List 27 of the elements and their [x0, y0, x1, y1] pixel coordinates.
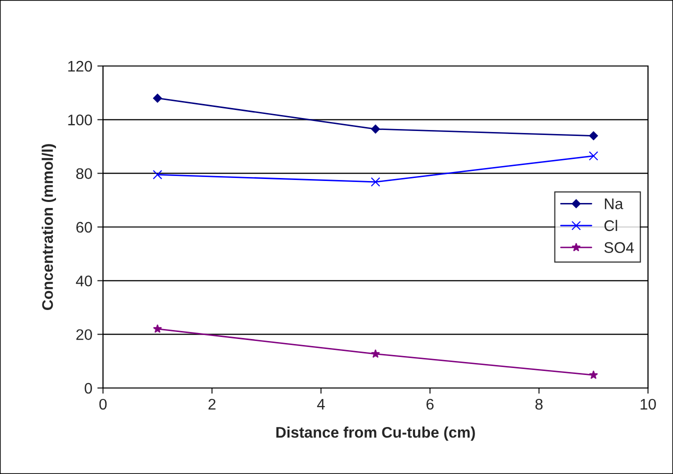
y-tick-label: 60 [76, 222, 92, 233]
y-tick-label: 120 [68, 60, 92, 72]
point [153, 94, 162, 103]
point [371, 124, 380, 134]
x-tick-label: 2 [208, 398, 216, 410]
y-tick-label: 40 [76, 276, 92, 286]
point [370, 177, 380, 187]
x-tick-label: 6 [426, 398, 434, 410]
point [589, 370, 598, 380]
y-tick-label: 20 [76, 329, 92, 340]
point [153, 324, 162, 333]
legend-label: Cl [604, 220, 618, 232]
y-tick-label: 100 [68, 114, 92, 126]
x-axis-title: Distance from Cu-tube (cm) [276, 426, 475, 441]
legend-label: SO4 [604, 242, 634, 253]
point [152, 170, 162, 180]
x-tick-label: 10 [640, 398, 656, 410]
point [588, 151, 598, 161]
y-axis-title: Concentration (mmol/l) [42, 144, 56, 310]
point [371, 349, 380, 358]
y-tick-label: 80 [76, 168, 92, 180]
legend-label: Na [604, 198, 624, 210]
point [589, 131, 598, 140]
x-tick-label: 4 [317, 398, 325, 410]
x-tick-label: 8 [535, 398, 543, 410]
y-tick-label: 0 [84, 382, 92, 394]
x-tick-label: 0 [99, 398, 107, 410]
